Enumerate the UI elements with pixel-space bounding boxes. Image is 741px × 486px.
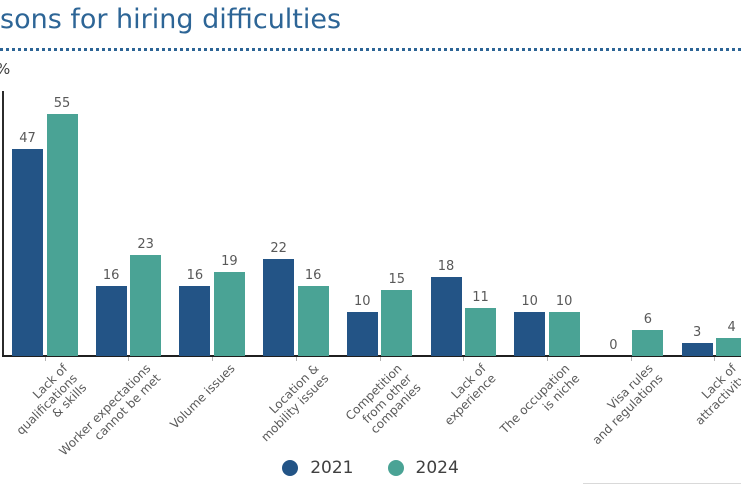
x-axis-tick [44,357,46,361]
bar-value-label: 16 [304,267,322,283]
bar-2021 [12,149,43,356]
legend-label-2021: 2021 [310,458,354,478]
category-label: Volume issues [166,361,238,432]
bar-2024 [465,307,496,356]
bar-2024 [213,272,245,356]
bar-2021 [346,312,378,356]
bar-value-label: 4 [727,320,736,336]
bar-2024 [548,312,580,356]
bar-value-label: 22 [270,241,287,257]
bar-value-label: 23 [137,236,154,252]
x-axis-tick [295,357,297,361]
dotted-separator [0,48,741,51]
y-axis-line [2,91,4,356]
bar-value-label: 18 [437,258,455,274]
chart-title: sons for hiring difficulties [0,4,342,35]
bar-value-label: 55 [53,96,71,111]
bar-2021 [263,259,295,356]
bar-value-label: 11 [472,289,489,305]
x-axis-tick [546,357,548,361]
bar-2024 [381,290,413,356]
bar-2024 [632,329,664,356]
bar-value-label: 6 [643,311,653,327]
x-axis-tick [463,357,465,361]
bar-2021 [514,312,546,356]
legend-label-2024: 2024 [415,458,459,478]
bar-2024 [716,338,741,356]
x-axis-tick [212,357,214,361]
bar-2024 [297,285,329,356]
legend: 2021 2024 [0,458,741,478]
bar-value-label: 0 [609,338,618,353]
category-label: Lack of attractivity [692,361,741,428]
legend-dot-2024-icon [387,460,404,476]
bar-2021 [95,285,127,356]
y-axis-unit-label: % [0,60,10,78]
x-axis-tick [630,357,632,361]
bar-value-label: 47 [19,131,36,147]
bar-2024 [130,254,162,356]
bar-2021 [430,276,462,356]
bar-2021 [179,285,211,356]
category-label: The occupation is niche [497,361,582,437]
x-axis-tick [379,357,381,361]
x-axis-line [2,355,741,357]
category-label: Location & mobility issues [257,361,331,444]
bar-value-label: 15 [388,272,406,287]
legend-dot-2021-icon [282,460,299,476]
bar-value-label: 10 [521,294,538,309]
bar-value-label: 19 [221,254,238,270]
x-axis-tick [714,357,716,361]
bar-value-label: 10 [354,294,371,309]
cutoff-element-edge [583,483,741,484]
bar-value-label: 10 [555,294,573,309]
category-label: Visa rules and regulations [589,361,666,447]
bar-value-label: 3 [692,324,702,340]
bar-2021 [681,342,713,356]
bar-2024 [46,114,78,356]
bar-value-label: 16 [102,267,120,283]
bar-value-label: 16 [186,267,204,283]
category-label: Lack of experience [441,361,498,428]
legend-item-2021: 2021 [282,458,354,478]
category-label: Competition from other companies [342,361,424,437]
x-axis-tick [128,357,130,361]
legend-item-2024: 2024 [387,458,459,478]
